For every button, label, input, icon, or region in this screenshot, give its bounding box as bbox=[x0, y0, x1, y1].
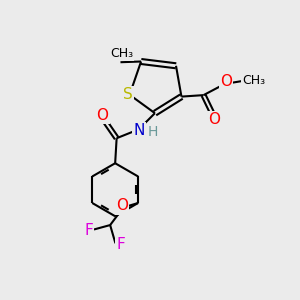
Text: O: O bbox=[208, 112, 220, 127]
Text: O: O bbox=[220, 74, 232, 89]
Text: S: S bbox=[123, 87, 133, 102]
Text: O: O bbox=[97, 108, 109, 123]
Text: N: N bbox=[134, 123, 145, 138]
Text: CH₃: CH₃ bbox=[110, 47, 133, 60]
Text: F: F bbox=[116, 237, 125, 252]
Text: H: H bbox=[148, 125, 158, 139]
Text: CH₃: CH₃ bbox=[242, 74, 265, 87]
Text: F: F bbox=[84, 224, 93, 238]
Text: O: O bbox=[116, 198, 128, 213]
